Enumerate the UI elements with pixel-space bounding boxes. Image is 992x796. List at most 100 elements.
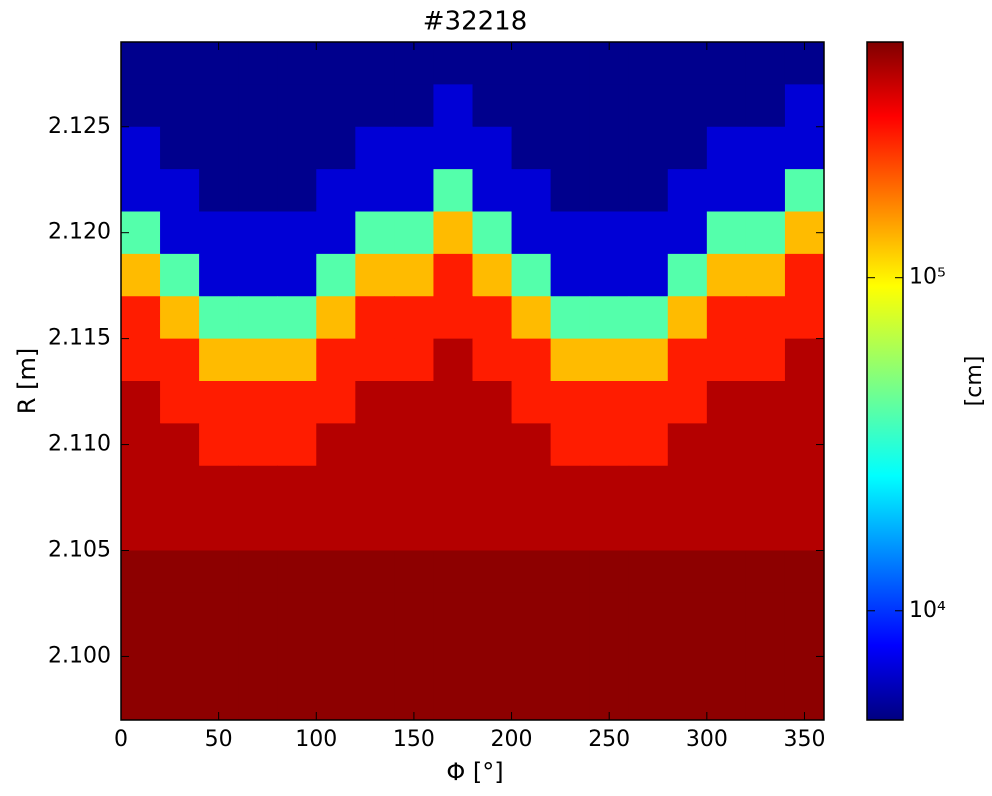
cell <box>316 381 356 424</box>
chart-title: #32218 <box>423 7 528 37</box>
cell <box>472 84 513 128</box>
cell <box>394 381 434 424</box>
cell <box>355 508 395 551</box>
cell <box>160 508 200 551</box>
cell <box>199 508 239 551</box>
colorbar-tick-label: 10⁴ <box>909 598 946 623</box>
cell <box>784 84 824 128</box>
cell <box>355 84 395 128</box>
cell <box>550 677 591 720</box>
cell <box>121 677 161 720</box>
cell <box>238 211 278 255</box>
cell <box>160 84 200 128</box>
cell <box>550 211 591 255</box>
cell <box>628 508 669 551</box>
cell <box>667 635 708 679</box>
cell <box>355 592 395 636</box>
cell <box>121 465 161 509</box>
cell <box>238 42 278 85</box>
cell <box>238 381 278 424</box>
cell <box>745 423 786 467</box>
cell <box>628 211 669 255</box>
cell <box>745 169 786 212</box>
x-tick-label: 350 <box>783 727 825 752</box>
cell <box>394 592 434 636</box>
cell <box>706 635 747 679</box>
cell <box>589 253 630 297</box>
cell <box>706 465 747 509</box>
cell <box>355 126 395 170</box>
cell <box>628 42 669 85</box>
x-tick-label: 200 <box>491 727 533 752</box>
cell <box>394 465 434 509</box>
cell <box>316 677 356 720</box>
cell <box>511 508 552 551</box>
cell <box>433 169 473 212</box>
cell <box>706 338 747 382</box>
x-axis-label: Φ [°] <box>446 758 503 786</box>
cell <box>160 253 200 297</box>
cell <box>472 677 513 720</box>
cell <box>667 84 708 128</box>
cell <box>199 635 239 679</box>
cell <box>667 42 708 85</box>
cell <box>628 84 669 128</box>
cell <box>238 550 278 594</box>
cell <box>589 296 630 340</box>
cell <box>784 253 824 297</box>
cell <box>355 211 395 255</box>
cell <box>550 508 591 551</box>
cell <box>394 550 434 594</box>
cell <box>316 423 356 467</box>
cell <box>316 211 356 255</box>
cell <box>160 423 200 467</box>
cell <box>589 423 630 467</box>
cell <box>589 211 630 255</box>
cell <box>433 635 473 679</box>
y-tick-label: 2.120 <box>48 220 111 245</box>
cell <box>355 423 395 467</box>
x-tick-label: 100 <box>295 727 337 752</box>
cell <box>550 465 591 509</box>
cell <box>589 550 630 594</box>
cell <box>550 635 591 679</box>
cell <box>355 338 395 382</box>
cell <box>277 126 317 170</box>
cell <box>745 592 786 636</box>
cell <box>589 381 630 424</box>
cell <box>238 296 278 340</box>
cell <box>745 211 786 255</box>
cell <box>121 550 161 594</box>
cell <box>784 508 824 551</box>
cell <box>589 465 630 509</box>
cell <box>550 169 591 212</box>
cell <box>745 338 786 382</box>
cell <box>667 296 708 340</box>
cell <box>238 84 278 128</box>
cell <box>511 211 552 255</box>
cell <box>238 592 278 636</box>
cell <box>472 126 513 170</box>
cell <box>667 592 708 636</box>
cell <box>511 465 552 509</box>
cell <box>277 465 317 509</box>
cell <box>589 338 630 382</box>
cell <box>121 296 161 340</box>
cell <box>160 338 200 382</box>
cell <box>121 253 161 297</box>
y-tick-label: 2.100 <box>48 643 111 668</box>
cell <box>706 550 747 594</box>
cell <box>745 126 786 170</box>
cell <box>472 592 513 636</box>
cell <box>394 296 434 340</box>
cell <box>628 338 669 382</box>
cell <box>667 211 708 255</box>
plot-frame <box>120 41 825 721</box>
cell <box>394 84 434 128</box>
cell <box>433 84 473 128</box>
cell <box>628 677 669 720</box>
cell <box>355 253 395 297</box>
cell <box>472 338 513 382</box>
cell <box>355 465 395 509</box>
